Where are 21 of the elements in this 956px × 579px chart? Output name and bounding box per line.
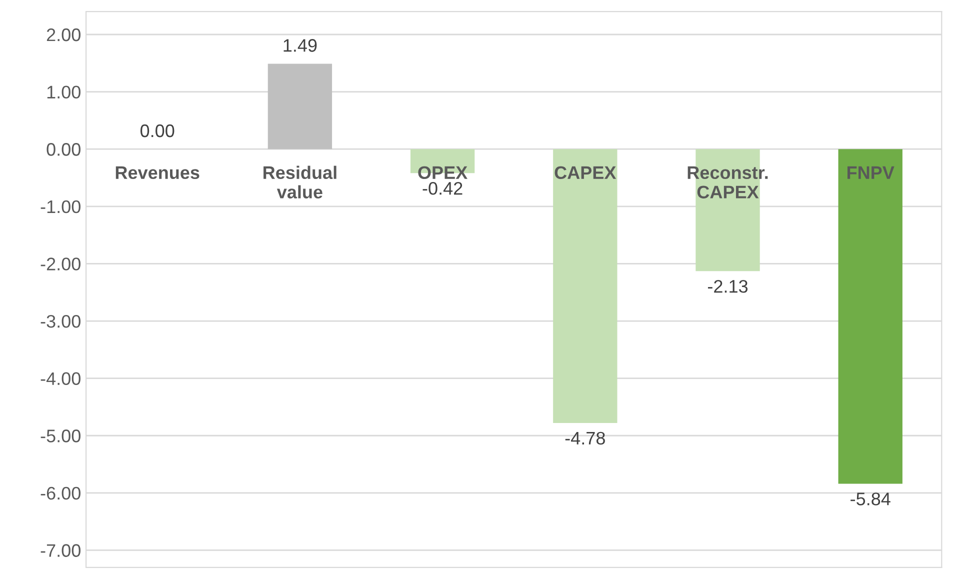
- y-tick-label: 1.00: [47, 86, 80, 99]
- y-tick-label: -5.00: [40, 430, 80, 442]
- y-tick-label: -1.00: [40, 200, 80, 214]
- x-tick-label: Revenues: [116, 166, 200, 180]
- data-label: -5.84: [850, 492, 890, 506]
- y-tick-label: -4.00: [40, 372, 80, 386]
- data-label: 0.00: [140, 124, 174, 138]
- x-tick-label: Residual value: [264, 166, 336, 198]
- y-tick-label: 0.00: [46, 143, 80, 156]
- y-tick-label: 2.00: [46, 28, 80, 42]
- y-tick-label: -6.00: [40, 486, 80, 500]
- x-tick-label: CAPEX: [554, 166, 616, 180]
- data-label: 1.49: [284, 39, 317, 52]
- data-label: -0.42: [422, 182, 462, 195]
- y-tick-label: -3.00: [40, 314, 80, 328]
- x-tick-label: FNPV: [847, 166, 894, 179]
- data-label: -2.13: [708, 280, 748, 293]
- y-tick-label: -7.00: [40, 544, 80, 557]
- data-label: -4.78: [565, 432, 605, 445]
- x-tick-label: OPEX: [418, 166, 468, 180]
- y-tick-label: -2.00: [40, 258, 80, 270]
